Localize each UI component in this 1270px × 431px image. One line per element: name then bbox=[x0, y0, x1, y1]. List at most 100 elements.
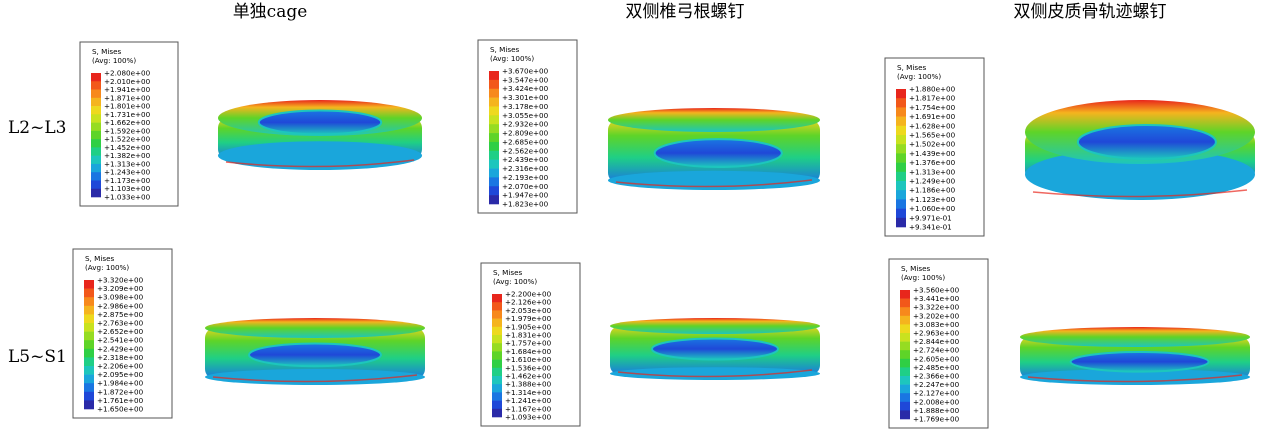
color-band bbox=[84, 375, 94, 384]
disc-top bbox=[610, 318, 820, 334]
color-band bbox=[896, 172, 906, 182]
color-band bbox=[900, 290, 910, 299]
color-band bbox=[91, 73, 101, 82]
color-band bbox=[84, 392, 94, 401]
color-band bbox=[900, 316, 910, 325]
color-band bbox=[492, 401, 502, 410]
color-band bbox=[91, 172, 101, 181]
legend-label: +2.070e+00 bbox=[502, 182, 549, 191]
disc-core bbox=[249, 343, 381, 366]
legend-title: S, Mises bbox=[92, 47, 121, 56]
color-band bbox=[489, 160, 499, 169]
column-title: 双侧椎弓根螺钉 bbox=[626, 2, 745, 22]
color-band bbox=[492, 360, 502, 369]
color-band bbox=[492, 409, 502, 418]
color-band bbox=[489, 151, 499, 160]
color-band bbox=[489, 186, 499, 195]
color-band bbox=[84, 314, 94, 323]
color-band bbox=[900, 402, 910, 411]
disc-core bbox=[1078, 125, 1216, 159]
legend-label: +3.424e+00 bbox=[502, 84, 549, 93]
disc-top bbox=[608, 108, 820, 132]
color-band bbox=[489, 115, 499, 124]
color-band bbox=[492, 351, 502, 360]
legend-title: S, Mises bbox=[901, 264, 930, 273]
legend-label: +1.628e+00 bbox=[909, 121, 956, 130]
legend-label: +3.547e+00 bbox=[502, 75, 549, 84]
color-band bbox=[489, 80, 499, 89]
legend-label: +2.932e+00 bbox=[502, 120, 549, 129]
legend-label: +1.123e+00 bbox=[909, 195, 956, 204]
color-band bbox=[896, 135, 906, 145]
color-band bbox=[489, 124, 499, 133]
legend-label: +9.341e-01 bbox=[909, 223, 952, 232]
color-band bbox=[84, 297, 94, 306]
color-band bbox=[900, 359, 910, 368]
color-band bbox=[896, 181, 906, 191]
legend-label: +1.947e+00 bbox=[502, 191, 549, 200]
column-title: 双侧皮质骨轨迹螺钉 bbox=[1014, 2, 1167, 22]
color-band bbox=[489, 142, 499, 151]
color-band bbox=[91, 98, 101, 107]
color-band bbox=[84, 323, 94, 332]
legend-label: +1.880e+00 bbox=[909, 85, 956, 94]
color-band bbox=[489, 106, 499, 115]
legend-subtitle: (Avg: 100%) bbox=[493, 277, 537, 286]
legend-subtitle: (Avg: 100%) bbox=[490, 54, 534, 63]
disc-core bbox=[655, 139, 782, 167]
color-band bbox=[900, 307, 910, 316]
color-band bbox=[896, 117, 906, 127]
color-band bbox=[896, 190, 906, 200]
color-band bbox=[896, 144, 906, 154]
color-band bbox=[91, 114, 101, 123]
color-band bbox=[896, 107, 906, 117]
legend-subtitle: (Avg: 100%) bbox=[85, 263, 129, 272]
legend-label: +1.817e+00 bbox=[909, 94, 956, 103]
legend-label: +3.055e+00 bbox=[502, 111, 549, 120]
color-band bbox=[91, 90, 101, 99]
color-band bbox=[896, 89, 906, 99]
color-band bbox=[84, 383, 94, 392]
color-band bbox=[489, 169, 499, 178]
legend-label: +1.313e+00 bbox=[909, 167, 956, 176]
legend-subtitle: (Avg: 100%) bbox=[901, 273, 945, 282]
color-band bbox=[900, 324, 910, 333]
color-band bbox=[84, 289, 94, 298]
color-band bbox=[489, 195, 499, 204]
disc-core bbox=[1071, 352, 1209, 372]
legend-label: +1.376e+00 bbox=[909, 158, 956, 167]
disc-core bbox=[259, 111, 381, 135]
color-band bbox=[84, 349, 94, 358]
panels: S, Mises(Avg: 100%)+2.080e+00+2.010e+00+… bbox=[73, 40, 1255, 428]
color-band bbox=[492, 302, 502, 311]
color-band bbox=[896, 218, 906, 228]
legend-label: +1.691e+00 bbox=[909, 112, 956, 121]
legend-title: S, Mises bbox=[897, 63, 926, 72]
color-band bbox=[84, 366, 94, 375]
legend-subtitle: (Avg: 100%) bbox=[92, 56, 136, 65]
color-band bbox=[492, 335, 502, 344]
legend-label: +1.650e+00 bbox=[97, 405, 144, 414]
legend-label: +1.769e+00 bbox=[913, 415, 960, 424]
legend-label: +1.754e+00 bbox=[909, 103, 956, 112]
color-band bbox=[91, 139, 101, 148]
color-band bbox=[492, 319, 502, 328]
legend-title: S, Mises bbox=[493, 268, 522, 277]
legend-label: +1.439e+00 bbox=[909, 149, 956, 158]
color-band bbox=[489, 89, 499, 98]
legend-label: +9.971e-01 bbox=[909, 213, 952, 222]
row-label: L2~L3 bbox=[8, 118, 66, 138]
row-label: L5~S1 bbox=[8, 347, 67, 367]
color-band bbox=[91, 189, 101, 198]
color-band bbox=[900, 350, 910, 359]
legend-label: +2.809e+00 bbox=[502, 129, 549, 138]
color-band bbox=[84, 400, 94, 409]
disc-bottom bbox=[218, 141, 422, 170]
color-band bbox=[91, 164, 101, 173]
color-band bbox=[896, 199, 906, 209]
legend-label: +2.439e+00 bbox=[502, 155, 549, 164]
color-band bbox=[91, 131, 101, 140]
legend-label: +1.093e+00 bbox=[505, 413, 552, 422]
legend-label: +2.562e+00 bbox=[502, 146, 549, 155]
color-band bbox=[84, 306, 94, 315]
